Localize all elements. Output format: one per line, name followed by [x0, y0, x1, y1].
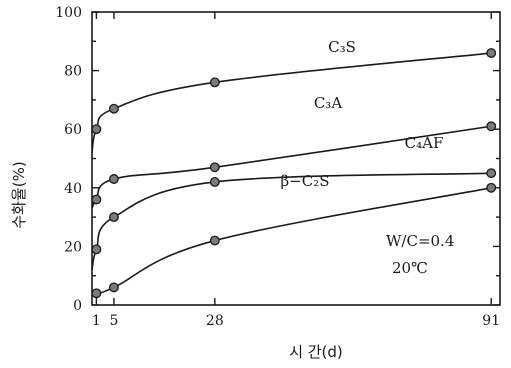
data-point: [108, 282, 119, 293]
data-point: [91, 244, 102, 255]
data-point: [108, 212, 119, 223]
y-tick-label: 20: [64, 239, 82, 255]
data-point: [486, 121, 497, 132]
data-point: [486, 168, 497, 179]
data-point: [209, 235, 220, 246]
x-axis-title: 시 간(d): [289, 343, 343, 361]
ticks: 0 20 40 60 80 100 1 5 28 91: [55, 5, 500, 329]
data-point: [486, 182, 497, 193]
data-point: [108, 174, 119, 184]
y-tick-label: 40: [64, 181, 82, 197]
data-point: [91, 288, 102, 299]
data-point: [91, 194, 102, 205]
y-tick-label: 60: [64, 122, 82, 138]
x-tick-label: 91: [482, 313, 500, 329]
data-point: [209, 176, 220, 187]
y-tick-label: 80: [64, 64, 82, 80]
data-point: [209, 77, 220, 88]
y-tick-label: 100: [55, 5, 82, 21]
series-label-1: C₃A: [314, 94, 342, 112]
data-point: [486, 48, 497, 58]
data-point: [108, 103, 119, 114]
annotation-temperature: 20℃: [392, 259, 428, 277]
series-group: [91, 48, 497, 299]
plot-frame: [91, 11, 501, 306]
series-line-3: [96, 187, 492, 295]
data-point: [91, 124, 102, 135]
x-tick-label: 1: [92, 313, 101, 329]
y-axis-title: 수화율(%): [10, 161, 28, 228]
annotation-wc-ratio: W/C=0.4: [386, 232, 454, 250]
series-label-3: β−C₂S: [280, 172, 329, 190]
labels-group: C₃S C₃A C₄AF β−C₂S: [280, 38, 443, 190]
data-point: [209, 162, 220, 173]
series-label-2: C₄AF: [405, 134, 444, 152]
series-label-0: C₃S: [328, 38, 356, 56]
x-tick-label: 5: [109, 313, 118, 329]
axes: [91, 11, 501, 306]
x-tick-label: 28: [206, 313, 224, 329]
y-tick-label: 0: [73, 298, 82, 314]
